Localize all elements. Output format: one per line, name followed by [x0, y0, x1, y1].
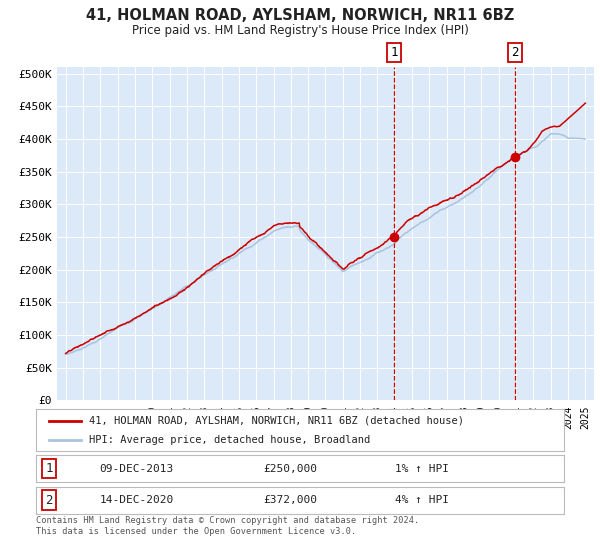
Text: £372,000: £372,000: [263, 495, 317, 505]
Text: 14-DEC-2020: 14-DEC-2020: [100, 495, 173, 505]
Text: 41, HOLMAN ROAD, AYLSHAM, NORWICH, NR11 6BZ: 41, HOLMAN ROAD, AYLSHAM, NORWICH, NR11 …: [86, 8, 514, 24]
Text: 41, HOLMAN ROAD, AYLSHAM, NORWICH, NR11 6BZ (detached house): 41, HOLMAN ROAD, AYLSHAM, NORWICH, NR11 …: [89, 416, 464, 426]
Text: HPI: Average price, detached house, Broadland: HPI: Average price, detached house, Broa…: [89, 435, 370, 445]
Text: 4% ↑ HPI: 4% ↑ HPI: [395, 495, 449, 505]
Text: 2: 2: [511, 46, 519, 59]
Text: 09-DEC-2013: 09-DEC-2013: [100, 464, 173, 474]
Text: £250,000: £250,000: [263, 464, 317, 474]
Text: Price paid vs. HM Land Registry's House Price Index (HPI): Price paid vs. HM Land Registry's House …: [131, 24, 469, 36]
Text: Contains HM Land Registry data © Crown copyright and database right 2024.
This d: Contains HM Land Registry data © Crown c…: [36, 516, 419, 536]
Text: 1% ↑ HPI: 1% ↑ HPI: [395, 464, 449, 474]
Text: 1: 1: [390, 46, 398, 59]
Text: 2: 2: [46, 493, 53, 507]
Text: 1: 1: [46, 462, 53, 475]
